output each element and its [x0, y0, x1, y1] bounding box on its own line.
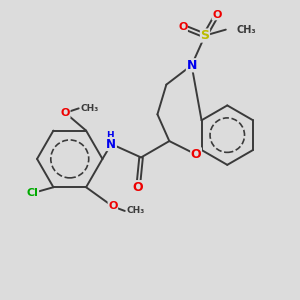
Text: Cl: Cl — [27, 188, 38, 198]
Text: O: O — [212, 10, 222, 20]
Text: O: O — [191, 148, 201, 161]
Text: O: O — [133, 181, 143, 194]
Text: O: O — [61, 108, 70, 118]
Text: S: S — [200, 29, 209, 42]
Text: O: O — [108, 202, 118, 212]
Text: CH₃: CH₃ — [80, 104, 98, 113]
Text: CH₃: CH₃ — [236, 25, 256, 34]
Text: N: N — [186, 59, 197, 72]
Text: O: O — [178, 22, 188, 32]
Text: N: N — [106, 138, 116, 151]
Text: H: H — [106, 131, 114, 140]
Text: CH₃: CH₃ — [126, 206, 145, 215]
